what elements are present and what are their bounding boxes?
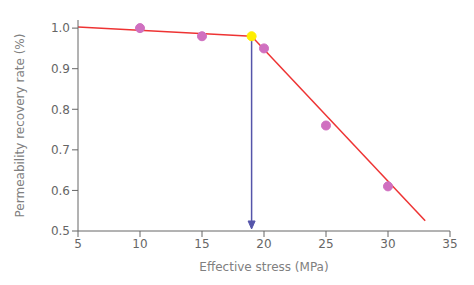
svg-text:20: 20 [256, 237, 271, 251]
svg-text:15: 15 [194, 237, 209, 251]
svg-text:30: 30 [380, 237, 395, 251]
svg-text:10: 10 [132, 237, 147, 251]
svg-text:0.8: 0.8 [51, 103, 70, 117]
svg-text:0.6: 0.6 [51, 184, 70, 198]
svg-text:Effective stress (MPa): Effective stress (MPa) [199, 260, 328, 274]
svg-text:Permeability recovery rate (%): Permeability recovery rate (%) [13, 34, 27, 218]
svg-text:0.7: 0.7 [51, 143, 70, 157]
svg-text:25: 25 [318, 237, 333, 251]
svg-text:1.0: 1.0 [51, 21, 70, 35]
svg-text:35: 35 [442, 237, 457, 251]
svg-text:5: 5 [74, 237, 82, 251]
svg-text:0.9: 0.9 [51, 62, 70, 76]
svg-text:0.5: 0.5 [51, 224, 70, 238]
